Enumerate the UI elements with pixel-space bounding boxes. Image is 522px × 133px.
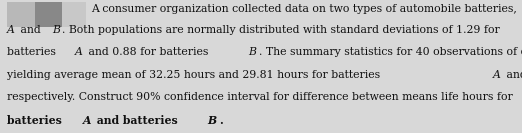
Bar xyxy=(34,2,62,27)
Text: and batteries: and batteries xyxy=(503,70,522,80)
Text: A: A xyxy=(7,25,15,35)
Text: A: A xyxy=(493,70,501,80)
Text: and batteries: and batteries xyxy=(93,115,182,126)
Text: B: B xyxy=(248,47,256,57)
Text: yielding average mean of 32.25 hours and 29.81 hours for batteries: yielding average mean of 32.25 hours and… xyxy=(7,70,384,80)
Text: A: A xyxy=(74,47,82,57)
Text: B: B xyxy=(208,115,217,126)
Text: A consumer organization collected data on two types of automobile batteries,: A consumer organization collected data o… xyxy=(91,4,517,14)
Text: .: . xyxy=(220,115,223,126)
Text: . Both populations are normally distributed with standard deviations of 1.29 for: . Both populations are normally distribu… xyxy=(63,25,500,35)
Text: B: B xyxy=(52,25,60,35)
Text: respectively. Construct 90% confidence interval for difference between means lif: respectively. Construct 90% confidence i… xyxy=(7,92,513,102)
Bar xyxy=(62,2,86,27)
Text: and: and xyxy=(17,25,44,35)
Text: A: A xyxy=(82,115,91,126)
Text: batteries: batteries xyxy=(7,47,59,57)
Bar xyxy=(7,2,34,27)
Text: and 0.88 for batteries: and 0.88 for batteries xyxy=(85,47,211,57)
Text: . The summary statistics for 40 observations of each type: . The summary statistics for 40 observat… xyxy=(258,47,522,57)
Text: batteries: batteries xyxy=(7,115,65,126)
